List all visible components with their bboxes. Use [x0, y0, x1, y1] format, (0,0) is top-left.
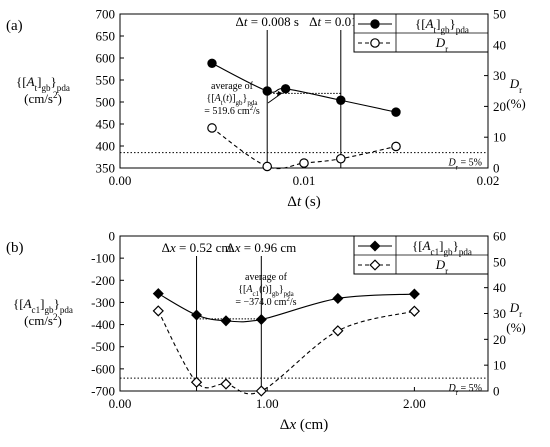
y-left-tick-label: 500 — [96, 95, 116, 110]
annotation-line-3: = −374.0 cm2/s — [235, 295, 296, 308]
series-1-point — [280, 84, 291, 94]
y-right-tick-label: 40 — [493, 280, 506, 295]
chart-panel-a: (a) 350 400 450 500 550 600 650 700 0 10 20 30 40 50 0.… — [6, 7, 526, 211]
x-axis-label: Δx (cm) — [280, 417, 328, 433]
y-right-tick-label: 50 — [493, 7, 506, 22]
y-right-tick-label: 10 — [493, 358, 506, 373]
y-left-tick-label: -400 — [91, 317, 115, 332]
vertical-line-label-1: Δt = 0.008 s — [236, 14, 299, 29]
y-right-tick-label: 20 — [493, 99, 506, 114]
annotation-line-1: average of — [245, 272, 288, 283]
legend-marker-2 — [369, 259, 381, 271]
series-1-point — [220, 315, 232, 327]
y-left-axis-label: {[At]gb}pda — [16, 74, 70, 93]
series-1-point — [332, 292, 344, 304]
y-left-tick-label: 650 — [96, 29, 116, 44]
series-2-point — [190, 376, 203, 388]
series-2-point — [152, 305, 164, 317]
y-right-tick-label: 0 — [493, 384, 500, 399]
series-1-point — [191, 309, 203, 321]
y-left-tick-label: 400 — [96, 139, 116, 154]
legend-marker-2 — [370, 38, 380, 48]
y-left-tick-label: -300 — [91, 295, 115, 310]
series-1-point — [391, 107, 401, 117]
vertical-line-label-2: Δx = 0.96 cm — [226, 240, 296, 255]
y-right-tick-label: 40 — [493, 37, 506, 52]
x-tick-label: 1.00 — [256, 396, 279, 411]
y-left-tick-label: -200 — [91, 273, 115, 288]
x-axis-label: Δt (s) — [287, 194, 320, 210]
series-2-point — [207, 123, 217, 133]
legend-label-1: {[At]gb}pda — [415, 16, 469, 35]
legend-marker-1 — [370, 19, 380, 29]
series-1-point — [336, 95, 346, 105]
y-left-tick-label: -600 — [91, 361, 115, 376]
threshold-label: Dr = 5% — [447, 158, 482, 172]
y-left-tick-label: -700 — [91, 384, 115, 399]
x-tick-label: 2.00 — [403, 396, 426, 411]
annotation-line-2: {[At(t)]gb}pda — [207, 93, 259, 107]
x-tick-label: 0.00 — [109, 396, 132, 411]
series-2-point — [332, 325, 344, 337]
y-left-tick-label: 550 — [96, 73, 116, 88]
series-2-point — [335, 153, 346, 164]
y-left-axis-unit: (cm/s2) — [24, 312, 62, 328]
y-left-axis-label: {[Ac1]gb}pda — [13, 296, 73, 315]
annotation-arrow — [267, 92, 283, 104]
panel-label: (a) — [6, 18, 23, 34]
annotation-line-3: = 519.6 cm2/s — [204, 104, 260, 117]
legend-label-2: Dr — [435, 257, 448, 276]
legend-label-1: {[Ac1]gb}pda — [412, 238, 472, 257]
y-left-tick-label: 350 — [96, 161, 116, 176]
panel-label: (b) — [6, 240, 24, 256]
series-1-point — [408, 288, 420, 300]
legend-label-2: Dr — [435, 35, 448, 54]
x-tick-label: 0.02 — [477, 173, 500, 188]
y-right-tick-label: 0 — [493, 161, 500, 176]
series-2-point — [255, 385, 267, 397]
annotation-line-1: average of — [211, 81, 254, 92]
y-right-axis-label: Dr — [509, 300, 522, 319]
series-2-point — [262, 161, 272, 172]
legend-marker-1 — [369, 240, 381, 252]
annotation-arrowhead — [277, 91, 282, 96]
y-right-tick-label: 30 — [493, 306, 506, 321]
series-2-point — [391, 141, 401, 152]
threshold-label: Dr = 5% — [447, 383, 482, 397]
y-left-tick-label: 0 — [109, 229, 116, 244]
y-left-tick-label: 700 — [96, 7, 116, 22]
y-right-tick-label: 30 — [493, 68, 506, 83]
y-right-axis-unit: (%) — [506, 320, 526, 335]
series-2-point — [408, 305, 421, 317]
y-right-tick-label: 60 — [493, 229, 506, 244]
y-right-tick-label: 10 — [493, 130, 506, 145]
y-left-tick-label: -500 — [91, 339, 115, 354]
chart-panel-b: (b) -700 -600 -500 -400 -300 -200 -100 0 0 10 20 30 4… — [6, 229, 526, 434]
y-left-axis-unit: (cm/s2) — [24, 90, 62, 106]
series-1-point — [152, 288, 164, 300]
y-left-tick-label: 450 — [96, 117, 116, 132]
x-tick-label: 0.01 — [293, 173, 316, 188]
y-left-tick-label: -100 — [91, 251, 115, 266]
y-right-axis-label: Dr — [509, 76, 522, 95]
series-2-point — [299, 158, 309, 168]
y-right-tick-label: 50 — [493, 254, 506, 269]
series-1-point — [255, 313, 267, 325]
x-tick-label: 0.00 — [109, 173, 132, 188]
y-left-tick-label: 600 — [96, 51, 116, 66]
series-2-point — [220, 378, 232, 390]
series-1-point — [207, 58, 217, 68]
y-right-tick-label: 20 — [493, 332, 506, 347]
vertical-line-label-1: Δx = 0.52 cm — [162, 240, 232, 255]
annotation-line-2: {[Ac1(t)]gb}pda — [238, 284, 294, 298]
y-right-axis-unit: (%) — [506, 96, 526, 111]
series-1-point — [262, 86, 272, 96]
